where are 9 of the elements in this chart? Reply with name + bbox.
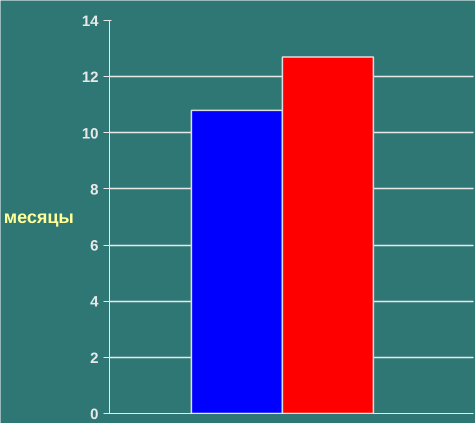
y-tick-label: 8 [90,181,98,198]
y-tick-label: 12 [82,69,99,86]
y-tick-label: 2 [90,350,98,367]
y-tick-label: 0 [90,406,98,423]
y-tick-label: 14 [82,13,100,30]
y-tick-label: 6 [90,238,98,255]
y-tick-label: 10 [82,125,99,142]
y-tick-label: 4 [90,294,100,311]
y-axis-title: месяцы [4,207,74,227]
